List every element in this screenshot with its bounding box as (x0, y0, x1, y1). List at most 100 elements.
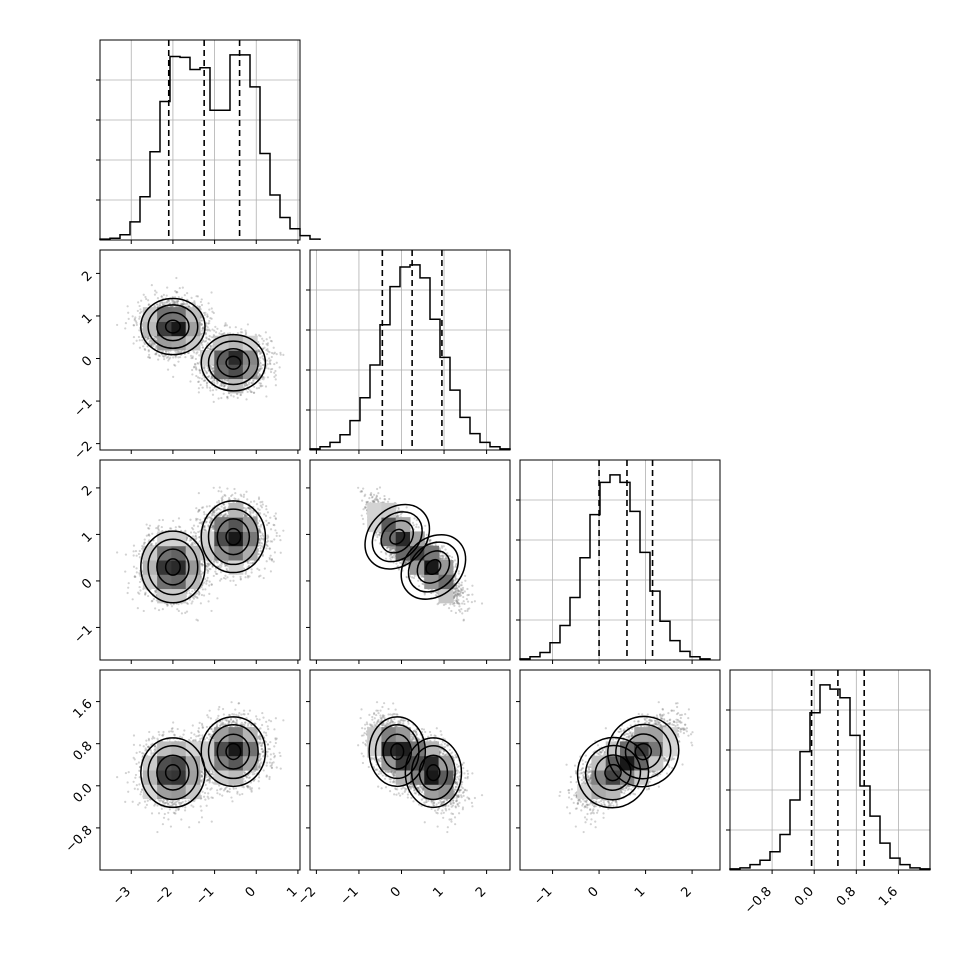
scatter-point (273, 375, 276, 379)
scatter-point (193, 365, 196, 368)
scatter-point (157, 305, 160, 308)
scatter-point (201, 346, 204, 349)
scatter-point (244, 329, 247, 332)
scatter-point (224, 323, 227, 327)
scatter-point (268, 351, 271, 354)
scatter-point (207, 338, 210, 341)
scatter-point (224, 322, 227, 325)
density-cell (242, 335, 258, 351)
scatter-point (206, 315, 209, 318)
scatter-point (154, 353, 157, 356)
scatter-point (201, 327, 204, 330)
scatter-point (131, 315, 134, 318)
scatter-point (203, 379, 206, 382)
scatter-point (200, 377, 204, 380)
scatter-point (269, 370, 273, 374)
scatter-point (249, 390, 253, 394)
scatter-point (218, 332, 221, 335)
scatter-point (131, 598, 134, 601)
scatter-point (257, 386, 261, 390)
scatter-point (258, 361, 262, 364)
scatter-point (211, 377, 214, 380)
scatter-point (190, 356, 193, 360)
scatter-point (274, 529, 277, 532)
scatter-points (116, 486, 285, 622)
scatter-point (157, 524, 160, 527)
scatter-point (210, 345, 213, 349)
scatter-point (175, 351, 178, 354)
scatter-point (174, 356, 177, 359)
scatter-point (157, 358, 160, 361)
scatter-point (197, 362, 200, 365)
scatter-point (266, 344, 269, 347)
scatter-point (257, 376, 260, 379)
scatter-point (147, 594, 150, 598)
scatter-point (258, 369, 261, 372)
scatter-point (228, 332, 232, 335)
scatter-point (196, 351, 199, 354)
scatter-point (168, 299, 171, 302)
scatter-point (155, 336, 158, 339)
scatter-point (209, 317, 212, 320)
scatter-point (207, 302, 210, 305)
scatter-point (263, 376, 266, 379)
scatter-point (133, 319, 136, 322)
scatter-point (239, 331, 242, 334)
scatter-point (147, 299, 150, 302)
scatter-point (201, 343, 204, 347)
scatter-point (271, 367, 274, 371)
scatter-point (142, 345, 145, 348)
y-tick-label: −1 (71, 396, 95, 420)
scatter-point (259, 382, 263, 385)
scatter-point (234, 326, 237, 329)
scatter-point (144, 295, 147, 299)
scatter-point (223, 507, 227, 510)
scatter-point (178, 350, 181, 354)
scatter-point (200, 341, 204, 344)
scatter-point (175, 276, 178, 280)
contour-line (147, 304, 199, 350)
scatter-point (209, 345, 212, 348)
scatter-point (223, 385, 226, 388)
scatter-point (154, 336, 157, 339)
density-cell (228, 335, 244, 351)
scatter-point (171, 305, 174, 308)
scatter-point (269, 359, 272, 362)
scatter-point (239, 577, 242, 580)
scatter-point (155, 353, 158, 356)
scatter-point (181, 303, 184, 306)
scatter-point (172, 300, 176, 303)
scatter-point (177, 296, 180, 299)
scatter-point (259, 365, 262, 368)
scatter-point (244, 332, 248, 335)
scatter-point (259, 351, 262, 355)
scatter-point (156, 303, 159, 306)
scatter-point (171, 299, 175, 303)
scatter-point (174, 350, 177, 353)
scatter-point (134, 316, 137, 319)
scatter-point (185, 301, 189, 305)
scatter-point (177, 300, 180, 303)
scatter-point (209, 389, 212, 392)
y-tick-label: 2 (79, 268, 95, 284)
scatter-point (268, 336, 271, 339)
scatter-point (207, 337, 210, 341)
scatter-point (274, 378, 277, 381)
scatter-point (245, 383, 248, 386)
scatter-point (135, 339, 138, 342)
scatter-point (138, 312, 142, 315)
scatter-point (270, 340, 273, 343)
scatter-point (149, 343, 153, 346)
scatter-point (191, 356, 194, 360)
scatter-point (217, 397, 220, 400)
scatter-point (273, 362, 276, 366)
scatter-point (212, 367, 215, 370)
scatter-point (255, 387, 259, 390)
scatter-point (143, 347, 146, 351)
scatter-point (198, 376, 201, 380)
scatter-point (138, 317, 141, 320)
scatter-point (160, 295, 163, 298)
scatter-point (203, 340, 206, 343)
scatter-point (191, 368, 194, 372)
scatter-point (249, 389, 252, 392)
